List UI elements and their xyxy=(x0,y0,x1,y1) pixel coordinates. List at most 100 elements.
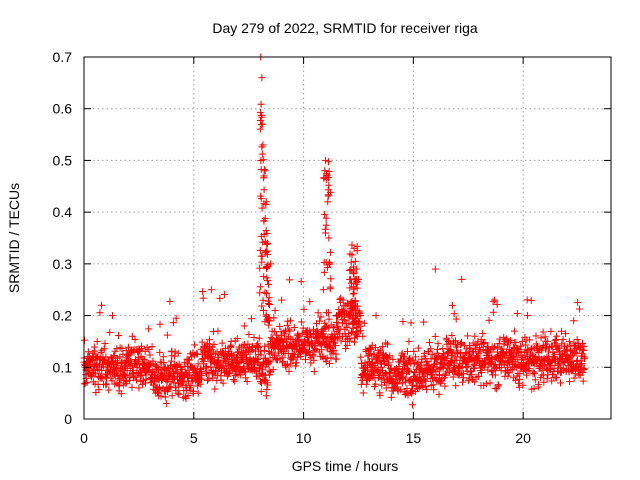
data-point xyxy=(233,335,241,343)
data-point xyxy=(543,337,551,345)
data-point xyxy=(570,374,578,382)
data-point xyxy=(410,347,418,355)
data-point xyxy=(551,336,559,344)
y-tick-label: 0.1 xyxy=(53,359,73,375)
data-point xyxy=(157,366,165,374)
data-point xyxy=(351,257,359,265)
data-point xyxy=(207,286,215,294)
data-point xyxy=(451,337,459,345)
data-point xyxy=(260,186,268,194)
data-point xyxy=(578,360,586,368)
data-point xyxy=(531,376,539,384)
data-point xyxy=(540,378,548,386)
data-point xyxy=(258,74,266,82)
data-point xyxy=(247,315,255,323)
data-point xyxy=(450,310,458,318)
data-point xyxy=(128,332,136,340)
data-point xyxy=(355,317,363,325)
data-point xyxy=(255,334,263,342)
data-point xyxy=(171,352,179,360)
data-point xyxy=(314,309,322,317)
data-point xyxy=(326,260,334,268)
data-point xyxy=(101,340,109,348)
data-point xyxy=(263,240,271,248)
data-point xyxy=(342,345,350,353)
data-point xyxy=(365,358,373,366)
data-point xyxy=(511,360,519,368)
data-point xyxy=(304,348,312,356)
data-point xyxy=(292,359,300,367)
data-point xyxy=(256,347,264,355)
data-point xyxy=(135,384,143,392)
data-point xyxy=(221,368,229,376)
data-point xyxy=(270,351,278,359)
data-point xyxy=(346,275,354,283)
data-point xyxy=(357,327,365,335)
data-point xyxy=(250,334,258,342)
data-point xyxy=(260,272,268,280)
data-point xyxy=(118,345,126,353)
data-point xyxy=(290,323,298,331)
data-point xyxy=(408,387,416,395)
data-point xyxy=(570,317,578,325)
data-point xyxy=(141,347,149,355)
data-point xyxy=(264,250,272,258)
data-point xyxy=(301,356,309,364)
data-point xyxy=(333,334,341,342)
data-point xyxy=(377,363,385,371)
data-point xyxy=(98,301,106,309)
y-tick-label: 0.2 xyxy=(53,308,73,324)
data-point xyxy=(441,382,449,390)
data-point xyxy=(447,358,455,366)
data-point xyxy=(385,361,393,369)
data-point xyxy=(460,374,468,382)
data-point xyxy=(171,384,179,392)
data-point xyxy=(297,353,305,361)
data-point xyxy=(552,332,560,340)
data-point xyxy=(167,357,175,365)
data-point xyxy=(491,296,499,304)
data-point xyxy=(168,348,176,356)
data-point xyxy=(495,382,503,390)
data-point xyxy=(133,376,141,384)
data-point xyxy=(271,328,279,336)
data-point xyxy=(553,374,561,382)
data-point xyxy=(380,360,388,368)
data-point xyxy=(264,381,272,389)
data-point xyxy=(490,344,498,352)
data-point xyxy=(322,229,330,237)
data-point xyxy=(159,353,167,361)
data-point xyxy=(124,343,132,351)
data-point xyxy=(366,375,374,383)
data-point xyxy=(202,369,210,377)
data-point xyxy=(145,325,153,333)
data-point xyxy=(430,386,438,394)
data-point xyxy=(162,400,170,408)
data-point xyxy=(482,380,490,388)
data-point xyxy=(463,363,471,371)
data-point xyxy=(131,373,139,381)
data-point xyxy=(92,389,100,397)
data-point xyxy=(345,319,353,327)
data-point xyxy=(174,389,182,397)
axis-ticks: 0 0.1 0.2 0.3 0.4 0.5 0.6 0.7 0 5 10 15 20 xyxy=(53,49,611,446)
data-point xyxy=(530,384,538,392)
data-point xyxy=(325,181,333,189)
y-tick-label: 0.5 xyxy=(53,152,73,168)
data-point xyxy=(348,303,356,311)
data-point xyxy=(379,343,387,351)
data-point xyxy=(187,382,195,390)
data-point xyxy=(261,342,269,350)
data-point xyxy=(476,347,484,355)
data-point xyxy=(529,368,537,376)
y-tick-label: 0 xyxy=(64,411,72,427)
data-point xyxy=(485,316,493,324)
data-point xyxy=(353,278,361,286)
data-point xyxy=(260,217,268,225)
data-point xyxy=(329,349,337,357)
data-point xyxy=(418,368,426,376)
data-point xyxy=(419,383,427,391)
data-point xyxy=(541,333,549,341)
data-point xyxy=(347,258,355,266)
data-point xyxy=(448,332,456,340)
